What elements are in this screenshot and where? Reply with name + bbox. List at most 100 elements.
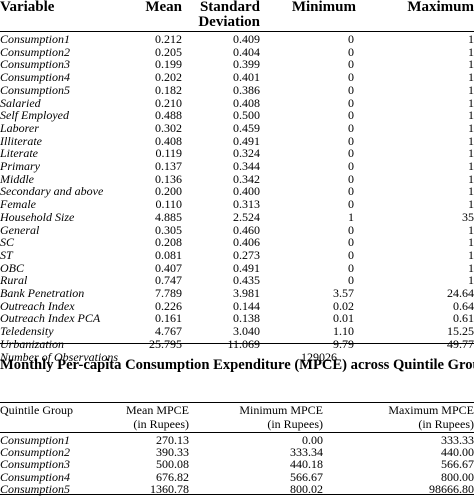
min-value: 0.01 (333, 311, 354, 326)
table-row: Female 0.110 0.313 0 1 (0, 198, 474, 211)
max-mpce: 98666.80 (429, 481, 474, 496)
min-value: 0 (348, 44, 354, 59)
max-value: 1 (468, 95, 474, 110)
table-row: Consumption2 390.33 333.34 440.00 (0, 446, 474, 459)
sd-value: 0.491 (233, 260, 260, 275)
mean-value: 0.202 (155, 70, 182, 85)
variable-name: Consumption1 (0, 32, 71, 46)
mean-value: 0.136 (155, 171, 182, 186)
max-value: 1 (468, 120, 474, 135)
mean-value: 0.119 (155, 146, 182, 161)
variable-name: Salaried (0, 95, 41, 110)
table-row: Salaried 0.210 0.408 0 1 (0, 95, 474, 110)
sd-value: 0.313 (233, 197, 260, 212)
header-max-mpce: Maximum MPCE (388, 403, 474, 417)
mean-value: 0.137 (155, 159, 182, 173)
mean-value: 0.208 (155, 235, 182, 250)
max-value: 1 (468, 222, 474, 237)
sd-value: 0.324 (233, 146, 260, 161)
mean-mpce: 1360.78 (150, 481, 189, 496)
max-value: 1 (468, 44, 474, 59)
variable-name: Consumption4 (0, 70, 71, 85)
header-min-mpce-unit: (in Rupees) (267, 417, 323, 431)
min-mpce: 566.67 (290, 469, 323, 484)
max-value: 0.64 (453, 298, 474, 313)
header-mean: Mean (145, 0, 182, 15)
header-mean-mpce-unit: (in Rupees) (133, 417, 189, 431)
table2-header-rule (0, 432, 474, 433)
table1-header-rule (0, 31, 474, 32)
sd-value: 2.524 (233, 209, 260, 224)
table-row: Consumption5 1360.78 800.02 98666.80 (0, 481, 474, 496)
mean-value: 0.305 (155, 222, 182, 237)
table-row: Consumption4 676.82 566.67 800.00 (0, 469, 474, 484)
max-value: 1 (468, 235, 474, 250)
variable-name: Consumption3 (0, 57, 71, 72)
variable-name: Consumption2 (0, 44, 71, 59)
min-mpce: 0.00 (302, 433, 323, 447)
table-row: Rural 0.747 0.435 0 1 (0, 274, 474, 287)
variable-name: Primary (0, 159, 40, 173)
observations-label: Number of Observations (0, 349, 118, 364)
sd-value: 0.435 (233, 273, 260, 288)
min-value: 0 (348, 32, 354, 46)
table-row: Consumption3 500.08 440.18 566.67 (0, 458, 474, 471)
sd-value: 0.460 (233, 222, 260, 237)
max-value: 1 (468, 197, 474, 212)
table-row: Illiterate 0.408 0.491 0 1 (0, 133, 474, 148)
variable-name: Literate (0, 146, 38, 161)
sd-value: 0.344 (233, 159, 260, 173)
sd-value: 11.069 (227, 336, 260, 351)
table-row: Secondary and above 0.200 0.400 0 1 (0, 185, 474, 198)
mean-mpce: 500.08 (156, 457, 189, 472)
quintile-group: Consumption3 (0, 457, 71, 472)
min-mpce: 333.34 (290, 445, 323, 460)
max-mpce: 800.00 (441, 469, 474, 484)
mean-value: 0.205 (155, 44, 182, 59)
mean-value: 0.212 (155, 32, 182, 46)
min-value: 0 (348, 70, 354, 85)
table-row: Household Size 4.885 2.524 1 35 (0, 209, 474, 224)
mean-value: 0.407 (155, 260, 182, 275)
variable-name: ST (0, 247, 13, 262)
variable-name: Middle (0, 171, 34, 186)
max-value: 1 (468, 108, 474, 123)
sd-value: 0.342 (233, 171, 260, 186)
min-value: 0 (348, 57, 354, 72)
mean-value: 0.081 (155, 247, 182, 262)
min-value: 0 (348, 235, 354, 250)
table-row: Consumption3 0.199 0.399 0 1 (0, 58, 474, 71)
min-value: 9.79 (333, 336, 354, 351)
variable-name: Illiterate (0, 133, 42, 148)
sd-value: 0.401 (233, 70, 260, 85)
table-row: Primary 0.137 0.344 0 1 (0, 160, 474, 173)
header-sd-line2: Deviation (198, 14, 260, 30)
variable-name: Self Employed (0, 108, 69, 123)
mean-mpce: 390.33 (156, 445, 189, 460)
table-row: Teledensity 4.767 3.040 1.10 15.25 (0, 325, 474, 338)
max-value: 24.64 (447, 286, 474, 300)
mean-value: 0.302 (155, 120, 182, 135)
max-value: 49.77 (447, 336, 474, 351)
mean-value: 0.210 (155, 95, 182, 110)
min-value: 0 (348, 247, 354, 262)
max-value: 1 (468, 171, 474, 186)
quintile-group: Consumption5 (0, 481, 71, 496)
max-value: 1 (468, 133, 474, 148)
variable-name: Bank Penetration (0, 286, 85, 300)
variable-name: OBC (0, 260, 24, 275)
min-value: 0 (348, 171, 354, 186)
min-mpce: 440.18 (290, 457, 323, 472)
quintile-group: Consumption2 (0, 445, 71, 460)
variable-name: Female (0, 197, 36, 212)
table-row: Laborer 0.302 0.459 0 1 (0, 120, 474, 135)
min-value: 0 (348, 82, 354, 97)
sd-value: 0.386 (233, 82, 260, 97)
table-row: SC 0.208 0.406 0 1 (0, 236, 474, 249)
sd-value: 0.404 (233, 44, 260, 59)
max-value: 0.61 (453, 311, 474, 326)
sd-value: 3.040 (233, 324, 260, 339)
min-value: 0 (348, 197, 354, 212)
sd-value: 0.409 (233, 32, 260, 46)
table2-title: Monthly Per-capita Consumption Expenditu… (0, 357, 474, 373)
